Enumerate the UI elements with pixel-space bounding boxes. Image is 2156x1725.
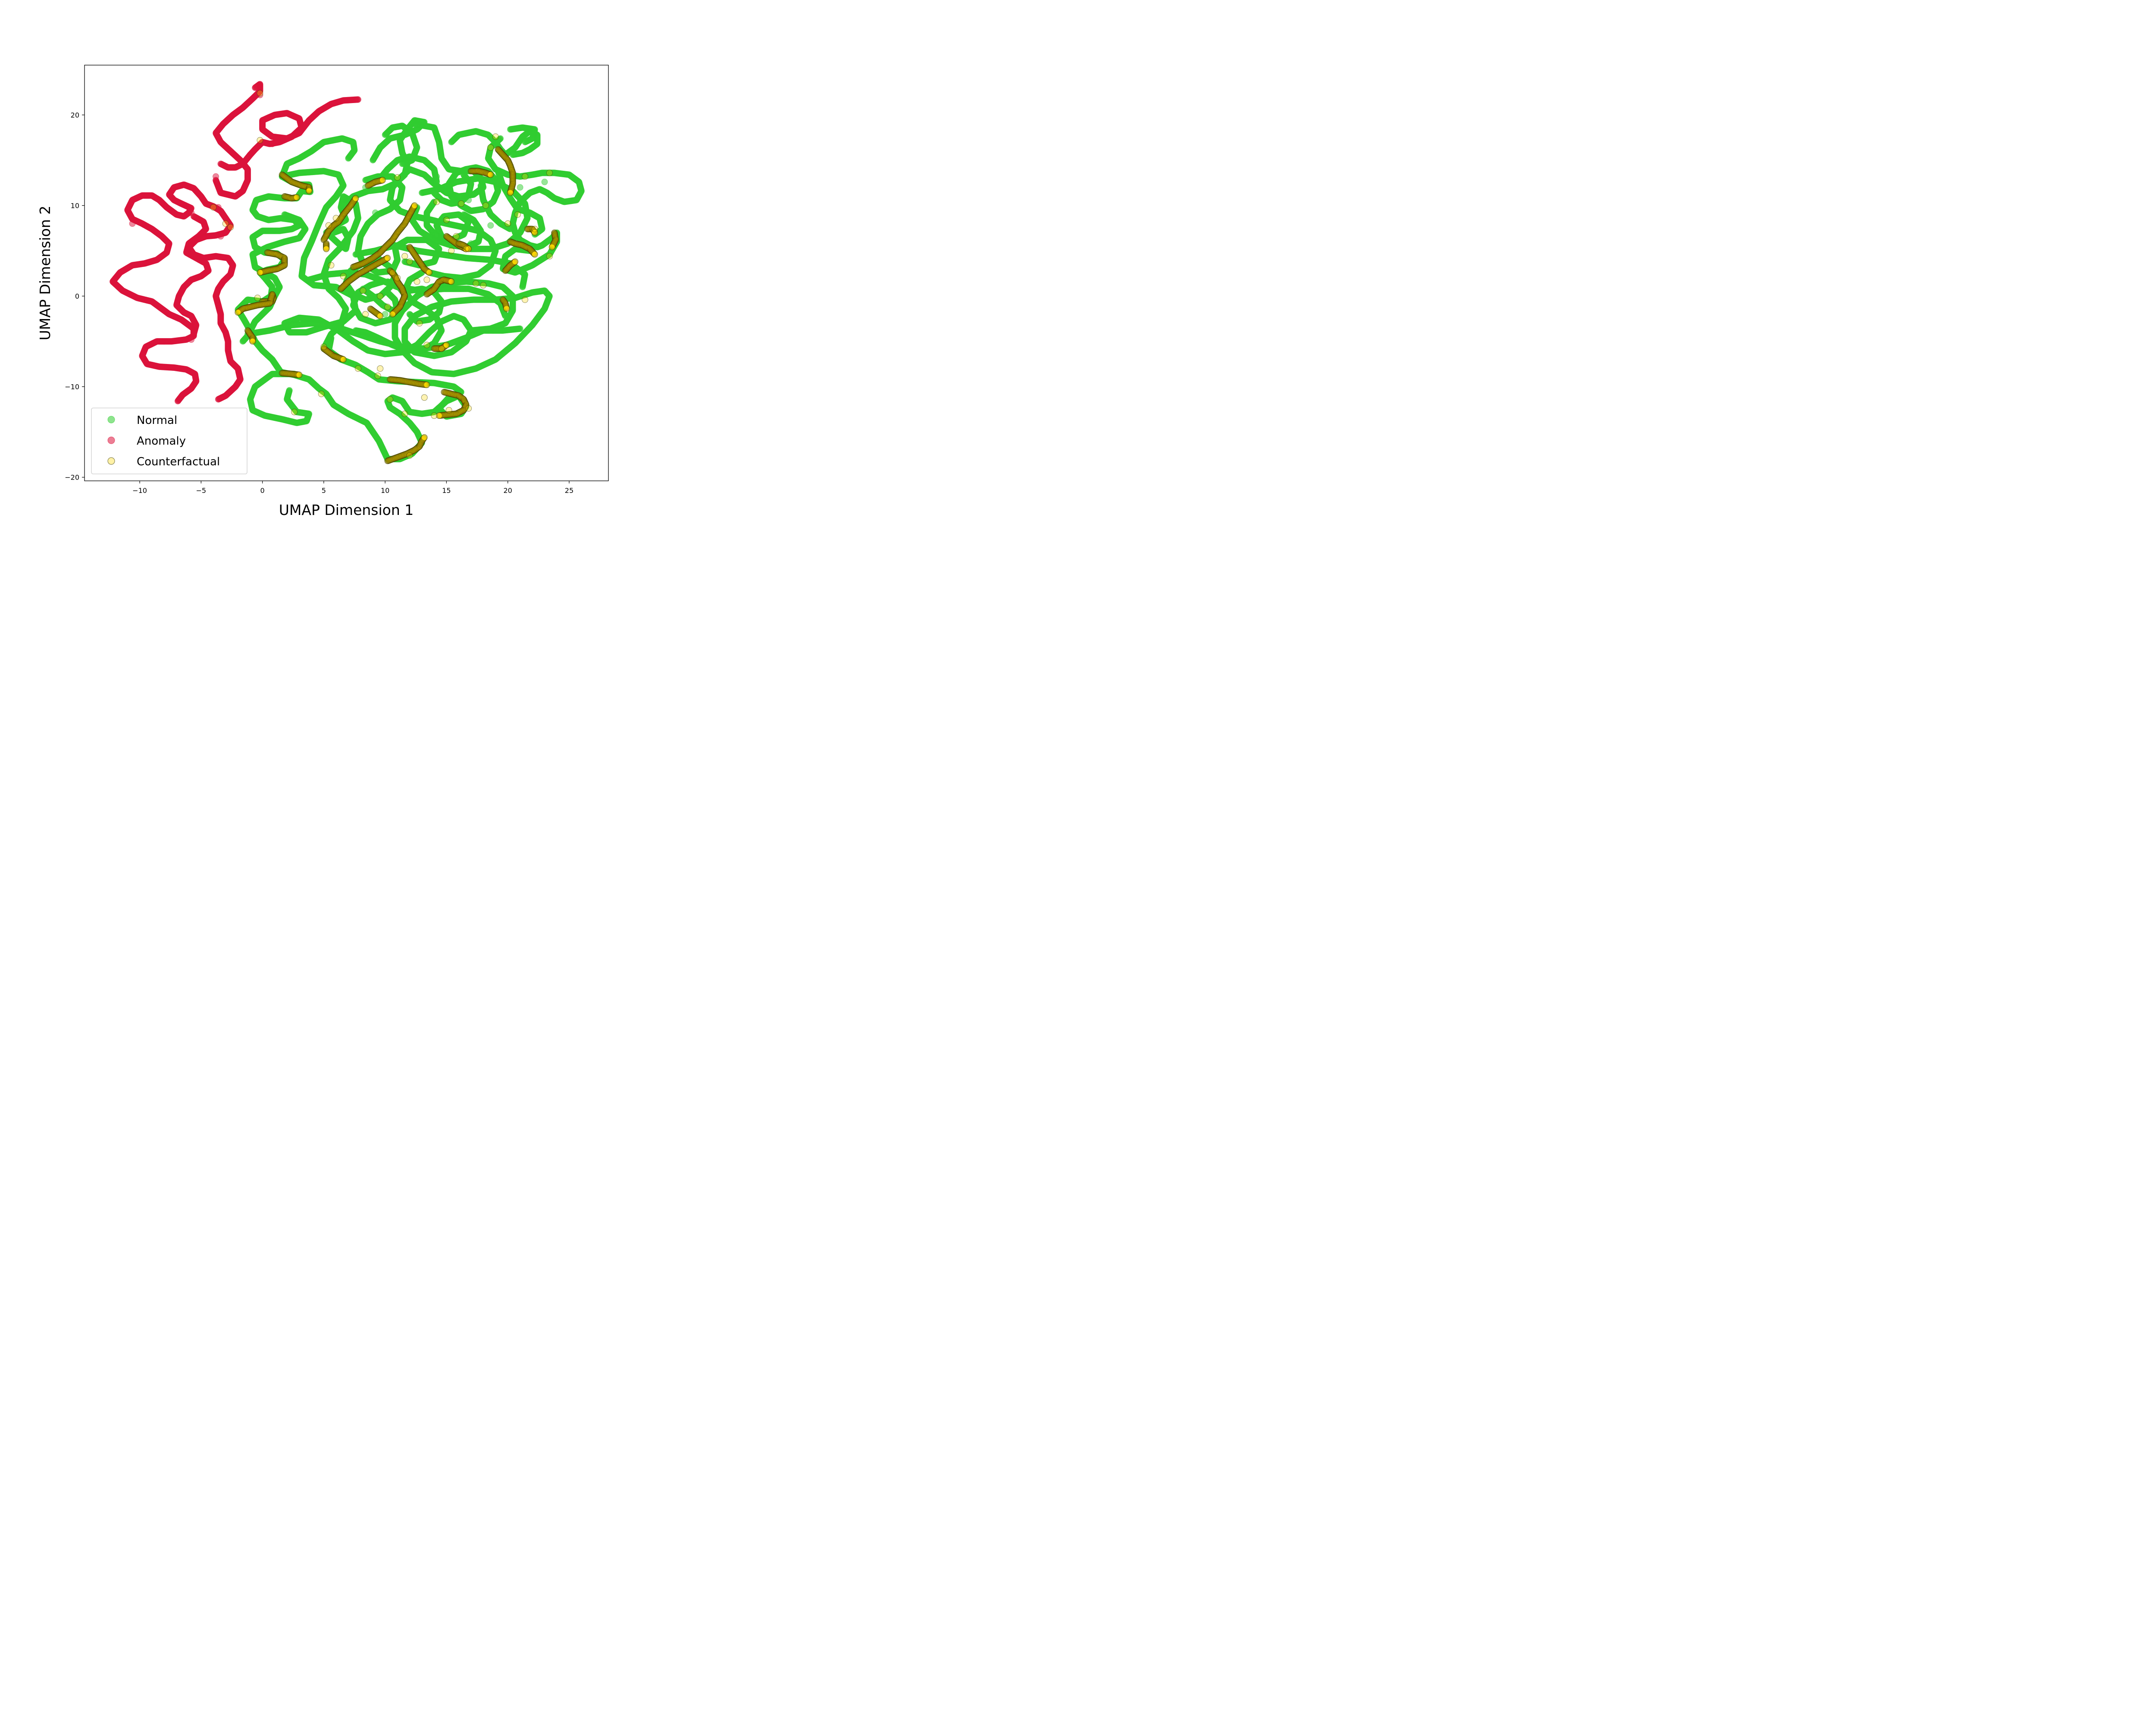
plot-marks [109,81,585,464]
normal-point [239,338,246,345]
series-normal [235,117,585,463]
normal-point [286,387,293,394]
